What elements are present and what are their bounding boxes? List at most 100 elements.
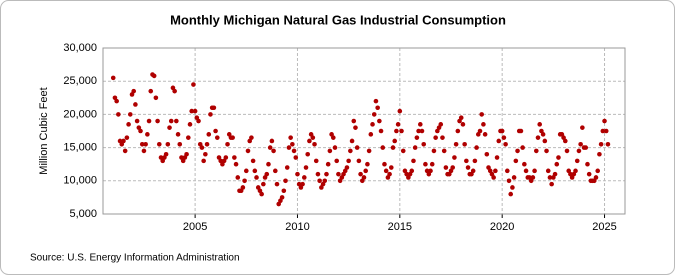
data-point	[499, 128, 505, 134]
data-point	[225, 141, 230, 147]
data-point	[440, 135, 445, 140]
data-point	[305, 151, 311, 157]
data-point	[522, 161, 527, 167]
data-point	[496, 138, 502, 144]
data-point	[511, 175, 517, 180]
data-point	[334, 158, 340, 164]
data-point	[532, 168, 537, 174]
data-point	[110, 75, 116, 81]
data-point	[307, 138, 312, 144]
data-point	[349, 138, 355, 144]
data-point	[544, 148, 549, 154]
data-point	[242, 178, 247, 184]
data-point	[192, 108, 198, 114]
x-tick-label: 2015	[388, 221, 412, 233]
data-point	[165, 141, 171, 147]
data-point	[513, 158, 519, 164]
data-point	[464, 158, 469, 164]
y-tick-label: 5,000	[69, 208, 97, 220]
data-point	[414, 135, 420, 140]
data-point	[127, 112, 133, 117]
data-point	[174, 118, 179, 124]
data-point	[493, 168, 498, 174]
data-point	[148, 88, 154, 94]
data-point	[409, 168, 415, 174]
data-point	[605, 141, 611, 147]
data-point	[295, 171, 300, 177]
data-point	[317, 178, 322, 184]
data-point	[293, 155, 299, 160]
data-point	[411, 158, 416, 164]
data-point	[327, 148, 333, 154]
data-point	[134, 118, 140, 124]
data-point	[155, 118, 160, 124]
data-point	[330, 135, 336, 140]
data-point	[290, 141, 295, 147]
data-point	[235, 175, 241, 180]
data-point	[573, 168, 578, 174]
data-point	[124, 135, 130, 140]
y-tick-label: 25,000	[63, 75, 97, 87]
data-point	[191, 82, 196, 87]
data-point	[354, 145, 360, 150]
data-point	[395, 122, 401, 127]
data-point	[564, 148, 570, 154]
data-point	[465, 165, 471, 170]
data-point	[361, 175, 367, 180]
data-point	[151, 73, 157, 79]
data-point	[586, 171, 592, 177]
data-point	[428, 168, 433, 174]
data-point	[503, 141, 508, 147]
data-point	[274, 181, 280, 187]
data-point	[535, 135, 541, 140]
data-point	[353, 125, 358, 130]
data-point	[603, 128, 609, 134]
plot-area	[102, 47, 626, 215]
data-point	[416, 128, 421, 134]
x-tick-label: 2010	[285, 221, 309, 233]
data-point	[114, 98, 119, 104]
data-point	[370, 122, 375, 127]
data-point	[122, 148, 128, 154]
data-point	[243, 168, 249, 174]
data-point	[580, 125, 585, 130]
data-point	[375, 105, 380, 111]
data-point	[452, 155, 457, 160]
data-point	[382, 161, 387, 167]
data-point	[213, 128, 218, 134]
data-point	[138, 128, 143, 134]
data-point	[387, 171, 392, 177]
data-point	[206, 132, 212, 137]
data-point	[232, 155, 237, 160]
data-point	[482, 132, 488, 137]
data-point	[167, 125, 172, 130]
data-point	[264, 171, 270, 177]
data-point	[412, 145, 418, 150]
data-point	[177, 141, 183, 147]
data-point	[230, 135, 235, 140]
data-point	[312, 141, 317, 147]
data-point	[336, 171, 341, 177]
data-point	[279, 195, 285, 200]
data-point	[388, 165, 394, 170]
data-point	[477, 128, 483, 134]
data-point	[301, 175, 307, 180]
data-point	[310, 135, 316, 140]
data-point	[479, 112, 485, 117]
data-point	[547, 175, 553, 180]
data-point	[417, 122, 423, 127]
data-point	[504, 168, 510, 174]
data-point	[419, 128, 425, 134]
data-point	[291, 148, 297, 154]
data-point	[187, 122, 193, 127]
data-point	[431, 148, 437, 154]
data-point	[223, 155, 229, 160]
data-point	[455, 128, 461, 134]
data-point	[356, 158, 362, 164]
data-point	[266, 161, 271, 167]
data-point	[139, 141, 145, 147]
data-point	[380, 145, 386, 150]
data-point	[146, 118, 152, 124]
